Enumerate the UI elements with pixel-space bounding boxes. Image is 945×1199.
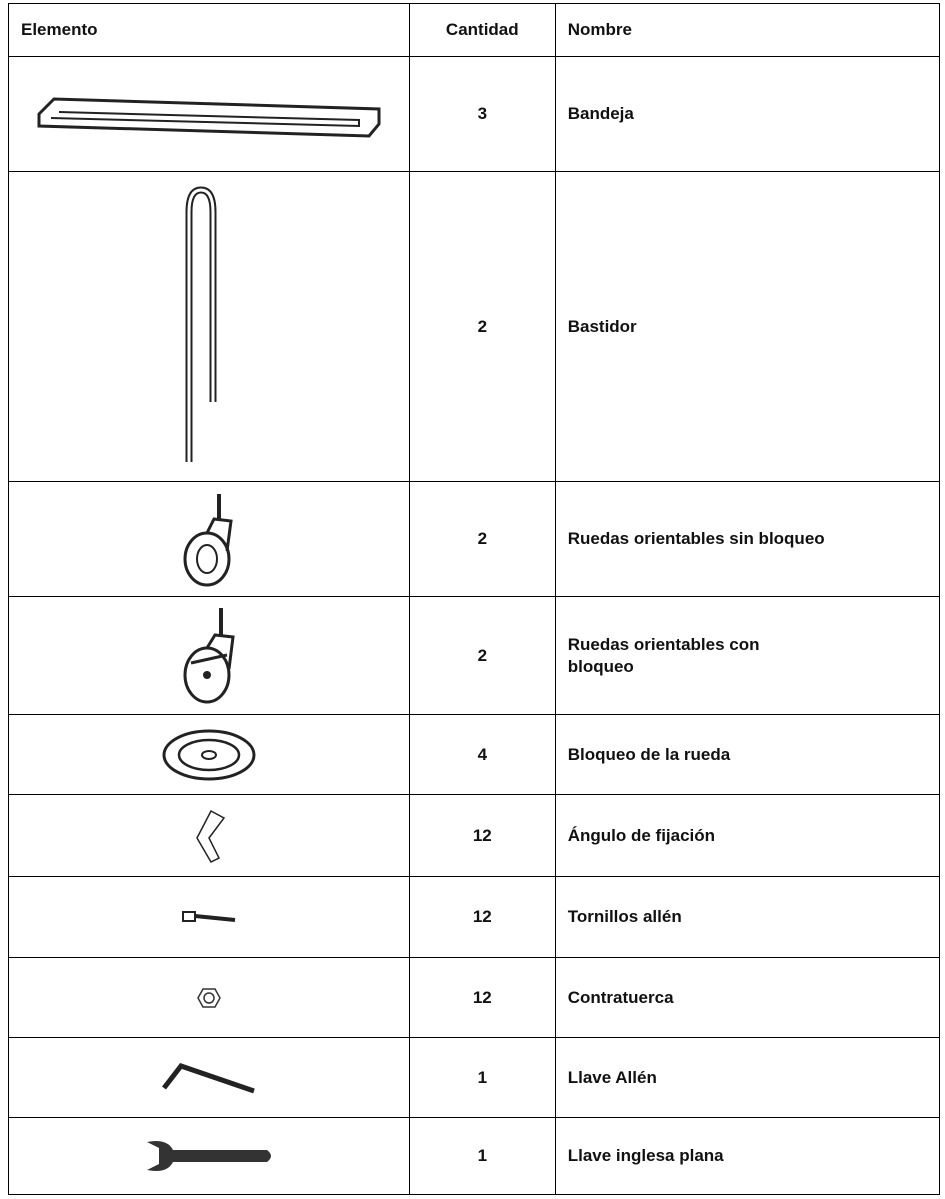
row: 2 Bastidor: [8, 171, 941, 482]
name-cell: Contratuerca: [554, 957, 941, 1038]
row: 3 Bandeja: [8, 56, 941, 172]
quantity: 12: [408, 876, 556, 958]
header-cell: Elemento: [8, 3, 410, 57]
quantity: 2: [408, 481, 556, 597]
header-cell: Nombre: [554, 3, 941, 57]
allen-key-icon: [161, 1062, 255, 1093]
cell: [8, 596, 410, 715]
name: Bandeja: [567, 104, 634, 123]
washer-icon: [162, 729, 256, 780]
name-cell: Llave inglesa plana: [554, 1117, 941, 1195]
name-cell: Llave Allén: [554, 1037, 941, 1118]
row: 12 Contratuerca: [8, 957, 941, 1038]
quantity: 2: [408, 171, 556, 482]
caster-icon: [183, 494, 233, 587]
name-cell: Bandeja: [554, 56, 941, 172]
name-cell: Ruedas orientables con bloqueo: [554, 596, 941, 715]
cell: [8, 171, 410, 482]
cell: [8, 1117, 410, 1195]
name: Bastidor: [567, 316, 637, 336]
name: Tornillos allén: [567, 907, 682, 926]
cell: [8, 794, 410, 877]
name: Contratuerca: [567, 987, 674, 1007]
cell: [8, 56, 410, 172]
name: Ruedas orientables con bloqueo: [567, 634, 760, 676]
quantity: 1: [408, 1117, 556, 1195]
header-cell: Cantidad: [408, 3, 556, 57]
cell: [8, 714, 410, 795]
quantity: 3: [408, 56, 556, 172]
nut-icon: [197, 987, 221, 1008]
quantity: 12: [408, 794, 556, 877]
row: 1 Llave Allén: [8, 1037, 941, 1118]
name: Llave inglesa plana: [567, 1146, 724, 1165]
name-cell: Ángulo de fijación: [554, 794, 941, 877]
quantity: 12: [408, 957, 556, 1038]
tray-icon: [37, 97, 381, 138]
row: 2 Ruedas orientables con bloqueo: [8, 596, 941, 715]
cell: [8, 876, 410, 958]
row: 4 Bloqueo de la rueda: [8, 714, 941, 795]
name-cell: Bloqueo de la rueda: [554, 714, 941, 795]
name: Bloqueo de la rueda: [567, 744, 731, 764]
quantity: 4: [408, 714, 556, 795]
name: Ruedas orientables sin bloqueo: [567, 529, 825, 548]
name: Ángulo de fijación: [567, 825, 716, 845]
parts-table: Elemento Cantidad Nombre 3 Bandeja 2 Basti…: [8, 3, 941, 1195]
header-row: Elemento Cantidad Nombre: [8, 3, 941, 57]
cell: [8, 957, 410, 1038]
row: 12 Tornillos allén: [8, 876, 941, 958]
cell: [8, 1037, 410, 1118]
cell: [8, 481, 410, 597]
row: 1 Llave inglesa plana: [8, 1117, 941, 1195]
screw-icon: [181, 911, 236, 922]
name: Llave Allén: [567, 1067, 657, 1087]
wrench-icon: [146, 1141, 271, 1171]
row: 12 Ángulo de fijación: [8, 794, 941, 877]
row: 2 Ruedas orientables sin bloqueo: [8, 481, 941, 597]
name-cell: Ruedas orientables sin bloqueo: [554, 481, 941, 597]
locking-caster-icon: [183, 608, 235, 704]
name-cell: Bastidor: [554, 171, 941, 482]
name-cell: Tornillos allén: [554, 876, 941, 958]
frame-icon: [185, 185, 217, 462]
bracket-icon: [196, 809, 226, 863]
quantity: 1: [408, 1037, 556, 1118]
quantity: 2: [408, 596, 556, 715]
